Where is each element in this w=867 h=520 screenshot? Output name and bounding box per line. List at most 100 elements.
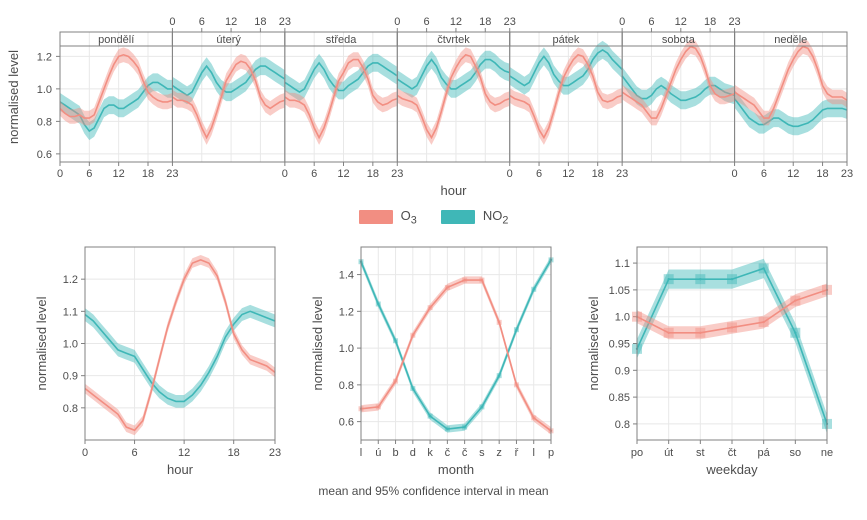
month-chart-svg: 0.60.81.01.21.4lúbdkččszřlpnormalised le… <box>306 237 561 482</box>
svg-text:0.8: 0.8 <box>63 402 78 414</box>
svg-text:so: so <box>790 447 802 459</box>
svg-text:1.1: 1.1 <box>615 258 630 270</box>
hour-chart-svg: 0.8 0.9 1.0 1.1 1.2 0 6 12 18 23 normalised level h… <box>30 237 285 482</box>
svg-text:d: d <box>410 447 416 459</box>
svg-text:po: po <box>631 447 643 459</box>
svg-text:12: 12 <box>337 168 349 180</box>
top-chart-svg: 0.6 0.8 1.0 1.2 normalised level pondělí 0 6 12 1… <box>0 0 867 200</box>
svg-text:neděle: neděle <box>774 34 807 46</box>
svg-text:month: month <box>438 462 474 477</box>
svg-text:0.8: 0.8 <box>339 379 354 391</box>
svg-text:1.2: 1.2 <box>63 274 78 286</box>
svg-text:b: b <box>392 447 398 459</box>
svg-text:0.8: 0.8 <box>615 419 630 431</box>
svg-text:pátek: pátek <box>552 34 579 46</box>
svg-text:l: l <box>533 447 535 459</box>
legend: O3 NO2 <box>0 200 867 237</box>
svg-text:p: p <box>548 447 554 459</box>
bottom-row: 0.8 0.9 1.0 1.1 1.2 0 6 12 18 23 normalised level h… <box>0 237 867 482</box>
svg-text:weekday: weekday <box>705 462 758 477</box>
svg-text:1.2: 1.2 <box>339 306 354 318</box>
svg-text:č: č <box>462 447 468 459</box>
svg-text:6: 6 <box>761 168 767 180</box>
svg-text:1.0: 1.0 <box>37 84 52 96</box>
svg-text:12: 12 <box>178 447 190 459</box>
top-weekday-hour-chart: 0.6 0.8 1.0 1.2 normalised level pondělí 0 6 12 1… <box>0 0 867 200</box>
svg-text:0.9: 0.9 <box>63 370 78 382</box>
svg-text:0: 0 <box>282 168 288 180</box>
svg-text:normalised level: normalised level <box>310 296 325 390</box>
svg-text:18: 18 <box>479 16 491 28</box>
svg-text:18: 18 <box>704 16 716 28</box>
svg-text:k: k <box>427 447 433 459</box>
svg-text:23: 23 <box>728 16 740 28</box>
svg-text:1.0: 1.0 <box>339 343 354 355</box>
svg-text:23: 23 <box>269 447 281 459</box>
legend-no2: NO2 <box>441 208 509 227</box>
legend-o3: O3 <box>359 208 417 227</box>
svg-text:6: 6 <box>311 168 317 180</box>
svg-text:23: 23 <box>616 168 628 180</box>
svg-text:1.0: 1.0 <box>615 311 630 323</box>
svg-text:23: 23 <box>841 168 853 180</box>
svg-text:18: 18 <box>367 168 379 180</box>
legend-no2-label: NO2 <box>483 208 509 227</box>
svg-text:0.8: 0.8 <box>37 116 52 128</box>
legend-o3-label: O3 <box>401 208 417 227</box>
svg-text:18: 18 <box>254 16 266 28</box>
svg-text:6: 6 <box>424 16 430 28</box>
svg-text:0: 0 <box>394 16 400 28</box>
svg-text:ř: ř <box>515 447 519 459</box>
svg-text:1.0: 1.0 <box>63 338 78 350</box>
svg-text:18: 18 <box>228 447 240 459</box>
svg-text:0.6: 0.6 <box>37 149 52 161</box>
svg-text:18: 18 <box>816 168 828 180</box>
svg-text:12: 12 <box>113 168 125 180</box>
svg-text:0: 0 <box>57 168 63 180</box>
svg-text:0: 0 <box>732 168 738 180</box>
svg-text:normalised level: normalised level <box>34 296 49 390</box>
svg-text:č: č <box>445 447 451 459</box>
svg-text:6: 6 <box>536 168 542 180</box>
caption: mean and 95% confidence interval in mean <box>0 482 867 498</box>
svg-text:s: s <box>479 447 485 459</box>
svg-text:0.6: 0.6 <box>339 416 354 428</box>
svg-text:1.2: 1.2 <box>37 51 52 63</box>
svg-text:1.05: 1.05 <box>609 284 630 296</box>
svg-text:sobota: sobota <box>662 34 696 46</box>
svg-text:středa: středa <box>326 34 357 46</box>
svg-text:6: 6 <box>86 168 92 180</box>
svg-text:12: 12 <box>225 16 237 28</box>
svg-text:18: 18 <box>592 168 604 180</box>
svg-text:0: 0 <box>82 447 88 459</box>
svg-text:0: 0 <box>169 16 175 28</box>
svg-text:18: 18 <box>142 168 154 180</box>
svg-text:0.9: 0.9 <box>615 365 630 377</box>
svg-text:0: 0 <box>619 16 625 28</box>
svg-text:ú: ú <box>375 447 381 459</box>
svg-text:0.95: 0.95 <box>609 338 630 350</box>
svg-text:12: 12 <box>787 168 799 180</box>
svg-text:1.4: 1.4 <box>339 269 354 281</box>
svg-text:čt: čt <box>728 447 737 459</box>
svg-text:0.85: 0.85 <box>609 392 630 404</box>
svg-text:12: 12 <box>675 16 687 28</box>
svg-text:hour: hour <box>440 183 467 198</box>
legend-swatch-no2 <box>441 210 475 224</box>
legend-swatch-o3 <box>359 210 393 224</box>
svg-text:ne: ne <box>821 447 833 459</box>
svg-text:normalised level: normalised level <box>6 50 21 144</box>
svg-text:23: 23 <box>391 168 403 180</box>
svg-text:pá: pá <box>758 447 771 459</box>
svg-text:23: 23 <box>504 16 516 28</box>
svg-text:1.1: 1.1 <box>63 306 78 318</box>
svg-text:út: út <box>664 447 673 459</box>
svg-text:pondělí: pondělí <box>98 34 134 46</box>
svg-text:6: 6 <box>132 447 138 459</box>
svg-text:čtvrtek: čtvrtek <box>437 34 470 46</box>
svg-text:0: 0 <box>507 168 513 180</box>
svg-text:6: 6 <box>199 16 205 28</box>
svg-text:z: z <box>496 447 502 459</box>
svg-text:hour: hour <box>167 462 194 477</box>
svg-text:23: 23 <box>279 16 291 28</box>
